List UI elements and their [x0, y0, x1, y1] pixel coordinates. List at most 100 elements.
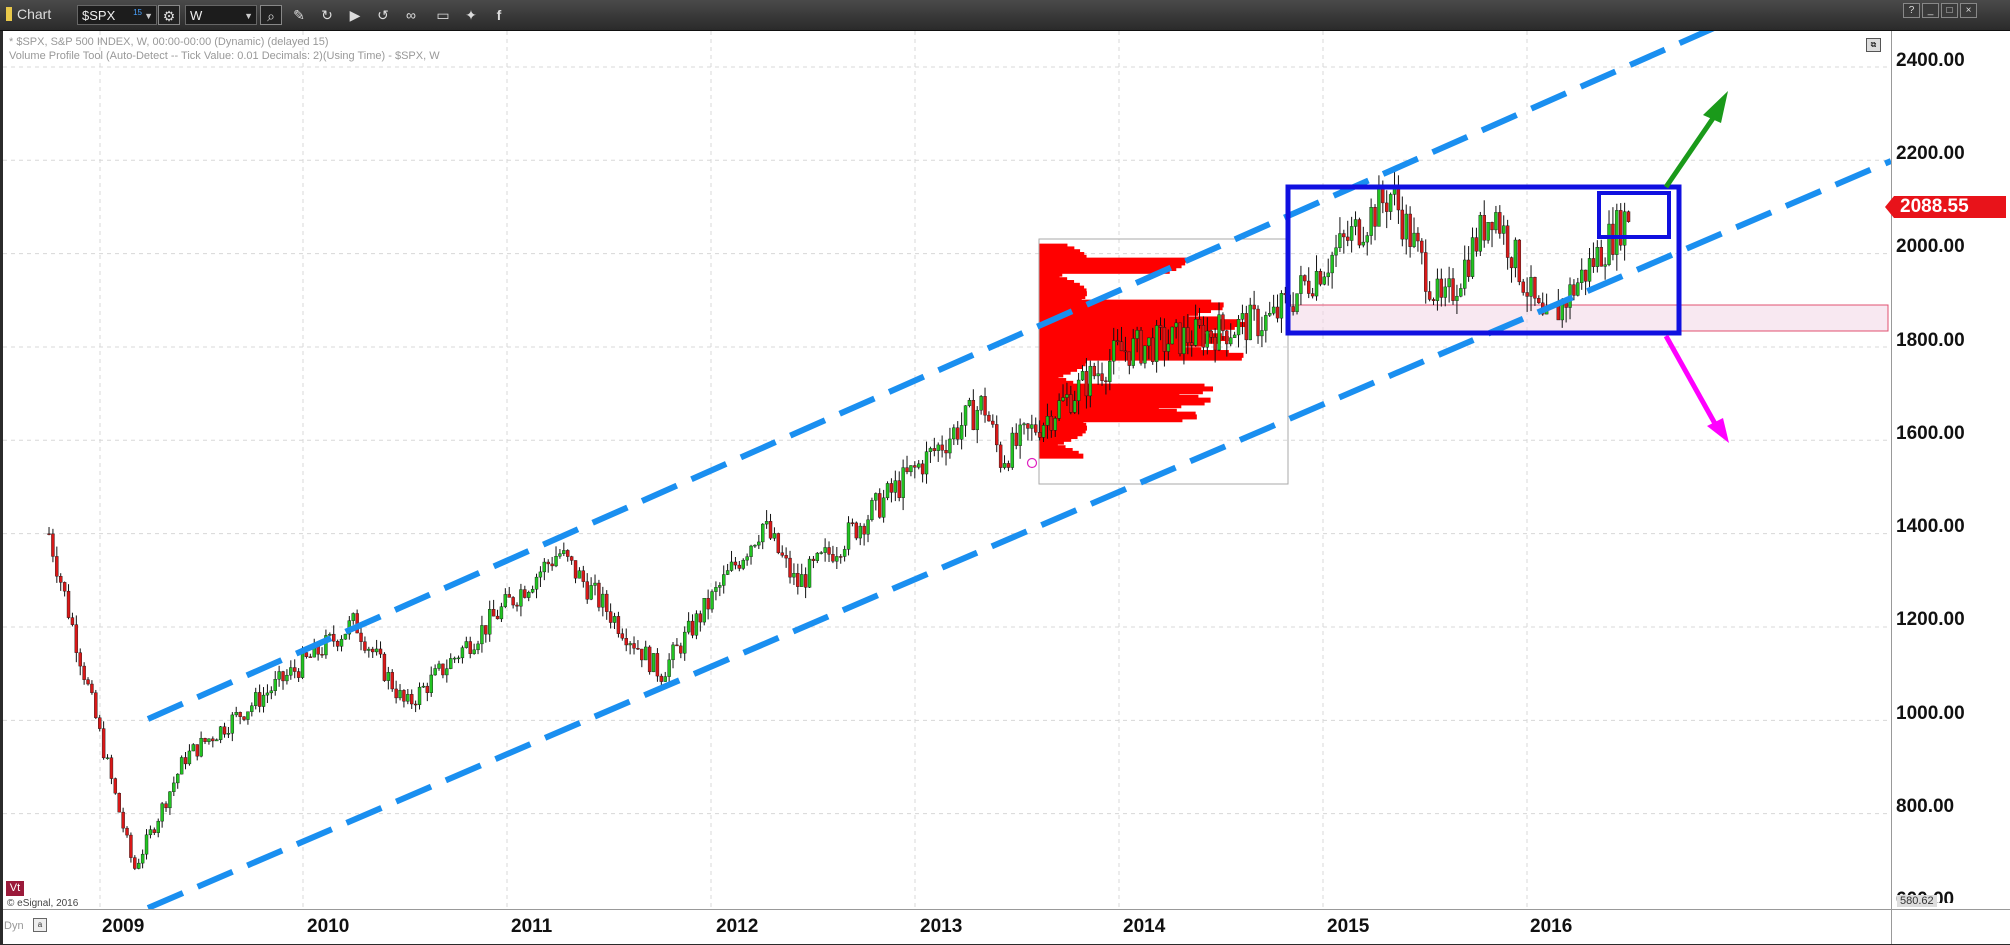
candle-body: [90, 683, 94, 693]
draw-pencil-icon[interactable]: ✎: [293, 7, 305, 23]
candle-body: [1069, 394, 1073, 413]
candle-body: [745, 556, 749, 561]
candle-body: [1030, 424, 1034, 429]
price-candles: [47, 170, 1631, 871]
reset-icon[interactable]: ↺: [377, 7, 389, 23]
candle-body: [1112, 340, 1116, 362]
candle-body: [784, 555, 788, 559]
candle-body: [464, 641, 469, 648]
volume-profile-bar: [1039, 319, 1241, 325]
vt-badge[interactable]: Vt: [6, 881, 24, 896]
breakdown-arrow[interactable]: [1663, 334, 1721, 431]
twitter-icon[interactable]: ✦: [465, 7, 477, 23]
candle-body: [1303, 275, 1307, 282]
close-button[interactable]: ×: [1960, 3, 1977, 18]
candle-body: [655, 653, 660, 677]
candle-body: [523, 589, 527, 598]
candle-body: [421, 685, 426, 688]
candle-body: [788, 557, 792, 578]
candle-body: [1166, 343, 1171, 352]
candle-body: [1439, 278, 1444, 298]
candle-body: [1275, 306, 1280, 319]
candle-body: [66, 590, 71, 618]
zoom-icon[interactable]: ⌕: [260, 5, 282, 25]
candle-body: [1217, 314, 1221, 351]
price-chart[interactable]: [3, 31, 1891, 909]
interval-dropdown-icon[interactable]: ▼: [244, 11, 253, 21]
candle-body: [566, 550, 570, 557]
candle-body: [374, 648, 379, 653]
link-settings-icon[interactable]: ⚙: [158, 5, 180, 25]
candle-body: [367, 648, 371, 651]
comment-icon[interactable]: ▭: [436, 7, 450, 23]
candle-body: [1404, 213, 1408, 240]
refresh-icon[interactable]: ↻: [321, 7, 333, 23]
volume-profile-bar: [1039, 249, 1081, 255]
candle-body: [343, 633, 348, 640]
channel-lower-line[interactable]: [146, 158, 1891, 909]
play-icon[interactable]: ▶: [349, 7, 361, 23]
candle-body: [839, 556, 843, 558]
chart-plot-area[interactable]: [3, 31, 1891, 909]
breakout-up-arrow[interactable]: [1663, 109, 1721, 189]
volume-profile-bar: [1039, 268, 1170, 274]
candle-body: [1178, 322, 1182, 354]
candle-body: [1201, 325, 1206, 348]
expand-icon[interactable]: ⧉: [1866, 38, 1881, 52]
candle-body: [1053, 418, 1057, 431]
candle-body: [1619, 210, 1623, 246]
candle-body: [683, 631, 687, 654]
candle-body: [1587, 258, 1592, 282]
range-box[interactable]: [1285, 184, 1682, 336]
scale-toggle-icon[interactable]: a: [33, 918, 47, 932]
price-axis[interactable]: [1891, 31, 2010, 909]
candle-body: [659, 675, 664, 682]
maximize-button[interactable]: □: [1941, 3, 1958, 18]
candle-body: [226, 733, 231, 735]
volume-profile-bar: [1039, 313, 1189, 319]
candle-body: [476, 643, 480, 651]
facebook-icon[interactable]: f: [496, 7, 502, 23]
candle-body: [113, 778, 118, 794]
candle-body: [686, 620, 691, 633]
candle-body: [1154, 325, 1159, 362]
candle-body: [1572, 284, 1576, 296]
event-marker-icon[interactable]: [1026, 457, 1038, 469]
candle-body: [296, 671, 301, 678]
candle-body: [1100, 373, 1104, 381]
candle-body: [1537, 298, 1541, 304]
candle-body: [98, 717, 102, 729]
candle-body: [1014, 432, 1018, 446]
candle-body: [827, 547, 831, 555]
candle-body: [722, 574, 726, 586]
candle-body: [1583, 269, 1588, 282]
link-icon[interactable]: ∞: [406, 7, 416, 23]
time-axis[interactable]: [3, 909, 1891, 944]
candle-body: [1326, 272, 1330, 278]
candle-body: [562, 550, 566, 554]
volume-profile-bar: [1039, 450, 1079, 456]
candle-body: [823, 547, 827, 553]
candle-body: [183, 757, 188, 765]
candle-body: [718, 585, 722, 588]
interval-select[interactable]: W ▼: [185, 5, 257, 25]
minimize-button[interactable]: _: [1922, 3, 1939, 18]
candle-body: [199, 737, 203, 757]
help-button[interactable]: ?: [1903, 3, 1920, 18]
candle-body: [601, 593, 605, 608]
volume-profile-bar: [1039, 266, 1177, 272]
channel-upper-line[interactable]: [146, 31, 1723, 722]
candle-body: [1151, 337, 1155, 362]
volume-profile-bar: [1039, 434, 1078, 440]
candle-body: [406, 694, 410, 702]
inner-range-box[interactable]: [1597, 191, 1671, 239]
symbol-dropdown-icon[interactable]: ▼: [144, 11, 153, 21]
candle-body: [893, 480, 898, 493]
candle-body: [757, 541, 761, 546]
candle-body: [390, 672, 394, 690]
candle-body: [1622, 211, 1627, 246]
candle-body: [101, 728, 106, 759]
candle-body: [577, 570, 582, 579]
symbol-input[interactable]: $SPX 15 ▼: [77, 5, 157, 25]
candle-body: [913, 465, 917, 468]
